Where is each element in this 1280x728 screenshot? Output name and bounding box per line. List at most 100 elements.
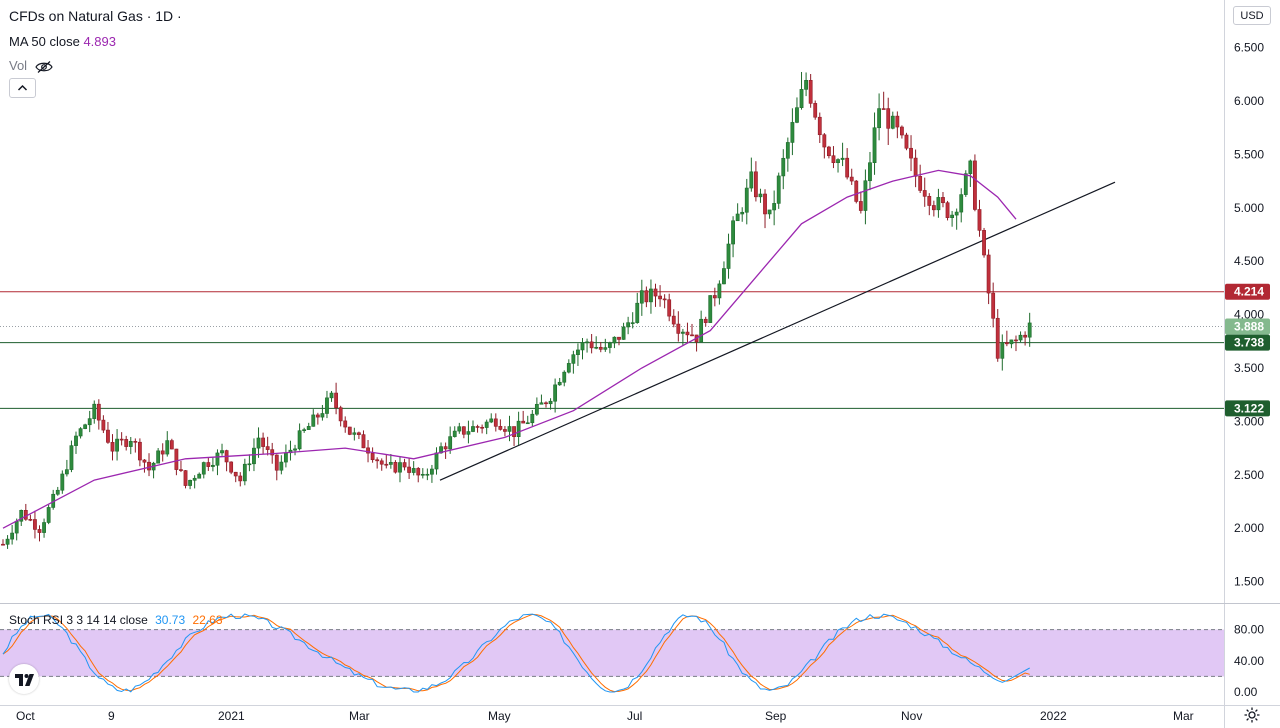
settings-gear-icon[interactable] <box>1243 706 1261 724</box>
stoch-rsi-legend[interactable]: Stoch RSI 3 3 14 14 close 30.73 22.63 <box>9 613 223 627</box>
candle <box>804 80 808 90</box>
candle <box>1000 342 1005 359</box>
candle <box>603 347 608 350</box>
symbol-legend[interactable]: CFDs on Natural Gas · 1D · <box>9 8 182 24</box>
candle <box>995 317 1000 359</box>
candle <box>685 331 690 336</box>
candle <box>375 459 380 462</box>
candle <box>795 107 799 123</box>
candle <box>717 283 722 299</box>
price-tick-label: 4.000 <box>1234 308 1264 322</box>
candle <box>279 461 284 471</box>
candle <box>64 469 69 475</box>
currency-selector[interactable]: USD <box>1233 6 1271 25</box>
candle <box>252 447 256 465</box>
candle <box>621 326 626 340</box>
time-tick-label: Mar <box>1173 709 1194 723</box>
candle <box>909 147 913 159</box>
ma-legend[interactable]: MA 50 close 4.893 <box>9 34 116 49</box>
candle <box>1014 339 1018 342</box>
time-tick-label: Jul <box>627 709 642 723</box>
candle <box>475 426 480 428</box>
candle <box>813 103 818 118</box>
candle <box>165 440 170 455</box>
stoch-tick-label: 0.00 <box>1234 685 1258 699</box>
candle <box>133 441 138 443</box>
candle <box>352 432 357 435</box>
candle <box>735 213 740 222</box>
candle <box>297 430 302 450</box>
price-tick-label: 3.000 <box>1234 414 1264 428</box>
candle <box>320 413 325 418</box>
price-tick-label: 5.000 <box>1234 201 1264 215</box>
candle <box>507 426 512 432</box>
candle <box>662 298 667 301</box>
candle <box>722 268 726 285</box>
candle <box>831 155 836 164</box>
candle <box>918 176 923 191</box>
tradingview-logo[interactable] <box>9 664 39 694</box>
candle <box>900 126 904 136</box>
candle <box>137 441 142 461</box>
resistance-tag <box>1225 283 1270 300</box>
candle <box>658 295 662 300</box>
candle <box>1 543 5 546</box>
candle <box>585 341 589 344</box>
candle <box>274 454 279 471</box>
candle <box>119 438 124 441</box>
candle <box>33 519 37 530</box>
candle <box>653 288 658 297</box>
candle <box>630 322 635 324</box>
resistance-label: 4.214 <box>1234 285 1264 299</box>
candle <box>242 463 247 482</box>
candle <box>311 414 316 427</box>
trendline <box>439 181 1116 481</box>
candle <box>817 116 822 136</box>
eye-hidden-icon[interactable] <box>35 60 53 74</box>
candle <box>420 473 425 476</box>
candle <box>954 211 959 216</box>
candle <box>712 295 717 299</box>
candle <box>220 450 224 454</box>
candle <box>160 450 165 455</box>
time-tick-label: May <box>488 709 511 723</box>
candle <box>589 341 594 349</box>
collapse-legend-button[interactable] <box>9 78 36 98</box>
candle <box>982 230 986 256</box>
candle <box>101 419 106 431</box>
candle <box>174 448 179 470</box>
candle <box>5 538 10 545</box>
support-2-tag <box>1225 400 1270 417</box>
candle <box>78 428 83 437</box>
candle <box>83 424 88 429</box>
candle <box>388 462 393 465</box>
candle <box>571 354 576 364</box>
candle <box>822 134 827 148</box>
support-2-label: 3.122 <box>1234 401 1264 415</box>
candle <box>55 489 60 495</box>
candle <box>215 452 220 466</box>
time-tick-label: Oct <box>16 709 35 723</box>
candle <box>1004 342 1009 345</box>
candle <box>110 442 115 452</box>
stoch-tick-label: 40.00 <box>1234 654 1264 668</box>
stoch-rsi-label: Stoch RSI 3 3 14 14 close <box>9 613 148 627</box>
vol-legend[interactable]: Vol <box>9 58 53 74</box>
candle <box>840 157 845 160</box>
candle <box>256 437 261 449</box>
price-tick-label: 6.500 <box>1234 41 1264 55</box>
ma-value: 4.893 <box>83 34 116 49</box>
candle <box>566 363 571 373</box>
candle <box>808 80 813 104</box>
price-tick-label: 4.500 <box>1234 254 1264 268</box>
candle <box>758 193 763 198</box>
candle <box>206 462 211 467</box>
candle <box>927 196 932 206</box>
candle <box>124 439 129 447</box>
candle <box>699 318 704 343</box>
stoch-d-line <box>2 613 1030 693</box>
candle <box>580 342 585 351</box>
candle <box>548 400 553 405</box>
